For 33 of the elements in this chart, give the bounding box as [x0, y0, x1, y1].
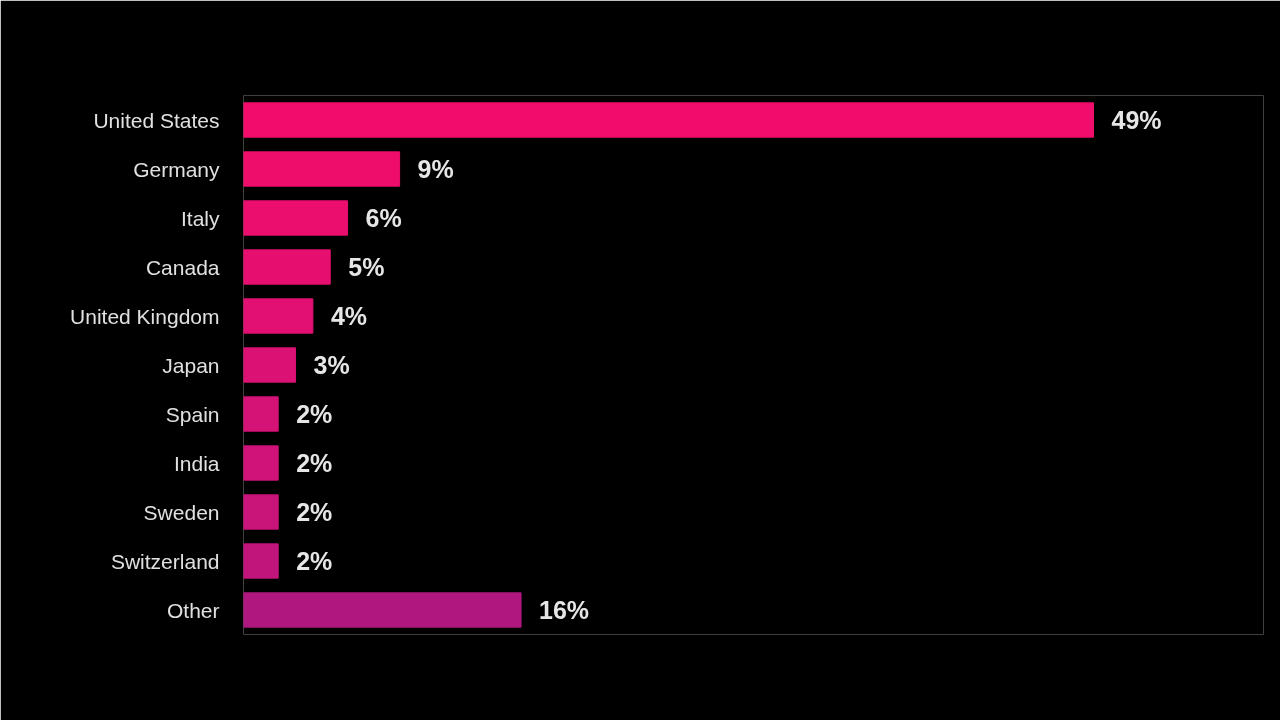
data-label: 4% [330, 302, 368, 330]
data-label: 2% [296, 449, 333, 477]
bar [243, 249, 331, 285]
y-tick-label: Spain [165, 402, 220, 426]
bar [243, 592, 522, 628]
data-label: 2% [296, 547, 333, 575]
data-label: 16% [539, 596, 590, 624]
bar [243, 494, 279, 530]
bar [243, 200, 349, 236]
data-label: 49% [1111, 106, 1162, 134]
data-label: 5% [348, 253, 385, 281]
y-tick-label: United Kingdom [70, 304, 220, 328]
data-label: 6% [365, 204, 402, 232]
data-label: 9% [417, 155, 454, 183]
y-tick-label: Canada [145, 255, 220, 279]
bar [243, 298, 314, 334]
y-tick-label: Germany [133, 157, 220, 181]
y-tick-label: Italy [180, 206, 220, 230]
y-tick-label: Switzerland [110, 549, 220, 573]
data-label: 2% [296, 498, 333, 526]
bar [243, 102, 1094, 138]
data-label: 3% [313, 351, 350, 379]
bar [243, 347, 297, 383]
bar [243, 151, 401, 187]
y-tick-label: United States [93, 108, 220, 132]
y-tick-label: Sweden [143, 500, 220, 524]
data-label: 2% [296, 400, 333, 428]
y-tick-label: Japan [162, 353, 220, 377]
bar [243, 396, 279, 432]
bar [243, 445, 279, 481]
bar [243, 543, 279, 579]
y-tick-label: India [173, 451, 220, 475]
y-tick-label: Other [166, 598, 220, 622]
